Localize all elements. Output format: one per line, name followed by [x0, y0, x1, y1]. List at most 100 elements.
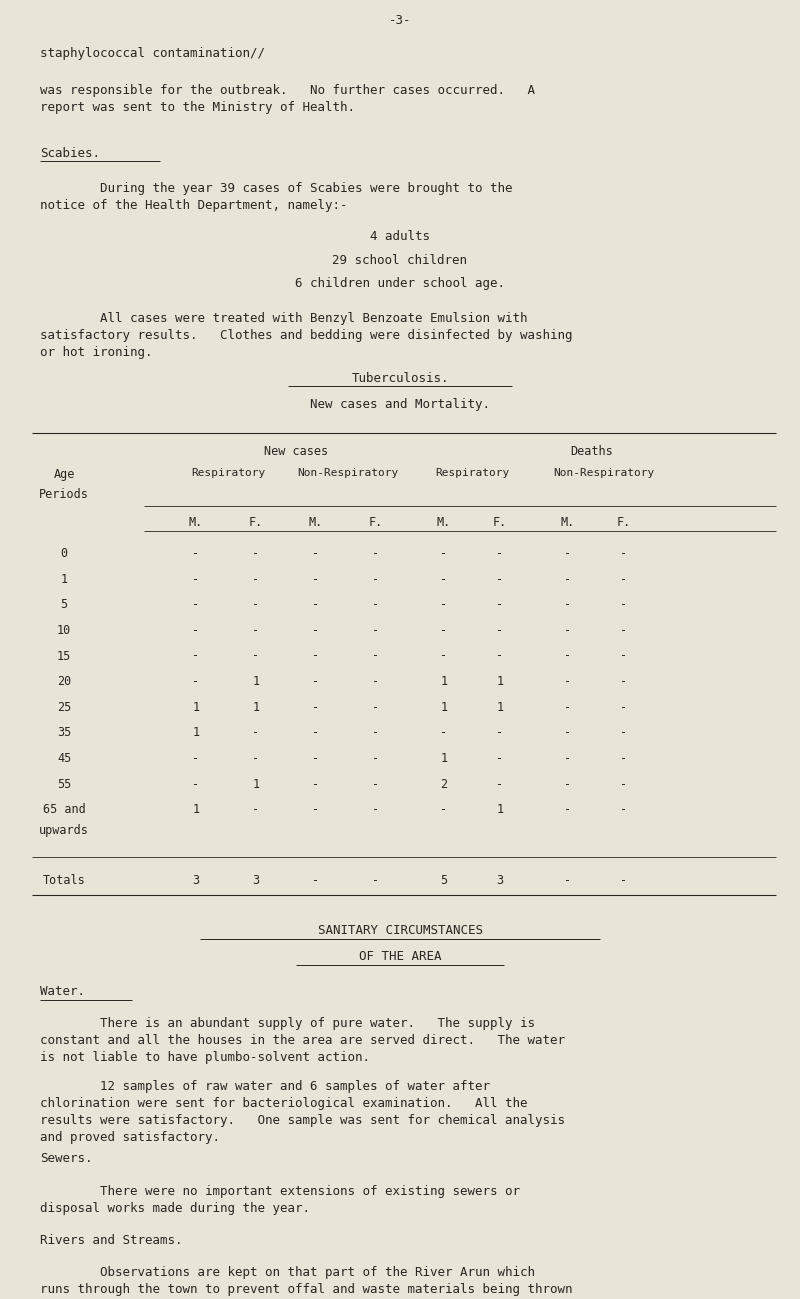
Text: -: - [193, 547, 199, 560]
Text: -: - [621, 599, 627, 612]
Text: -: - [441, 803, 447, 816]
Text: -: - [313, 778, 319, 791]
Text: Totals: Totals [42, 874, 86, 887]
Text: -: - [497, 599, 503, 612]
Text: 2: 2 [441, 778, 447, 791]
Text: 1: 1 [253, 700, 259, 713]
Text: 1: 1 [497, 675, 503, 688]
Text: -: - [313, 624, 319, 637]
Text: 6 children under school age.: 6 children under school age. [295, 277, 505, 290]
Text: 1: 1 [253, 675, 259, 688]
Text: F.: F. [249, 516, 263, 529]
Text: F.: F. [369, 516, 383, 529]
Text: -: - [193, 778, 199, 791]
Text: -: - [313, 752, 319, 765]
Text: There is an abundant supply of pure water.   The supply is
constant and all the : There is an abundant supply of pure wate… [40, 1017, 565, 1064]
Text: -: - [441, 650, 447, 662]
Text: 1: 1 [193, 700, 199, 713]
Text: -: - [497, 650, 503, 662]
Text: -: - [373, 650, 379, 662]
Text: F.: F. [617, 516, 631, 529]
Text: -: - [565, 778, 571, 791]
Text: 1: 1 [193, 726, 199, 739]
Text: New cases and Mortality.: New cases and Mortality. [310, 397, 490, 410]
Text: -: - [253, 726, 259, 739]
Text: -: - [253, 573, 259, 586]
Text: Age: Age [54, 468, 74, 481]
Text: -: - [565, 547, 571, 560]
Text: Observations are kept on that part of the River Arun which
runs through the town: Observations are kept on that part of th… [40, 1267, 573, 1299]
Text: -: - [565, 752, 571, 765]
Text: Non-Respiratory: Non-Respiratory [554, 468, 654, 478]
Text: -: - [621, 874, 627, 887]
Text: -: - [621, 752, 627, 765]
Text: M.: M. [561, 516, 575, 529]
Text: 1: 1 [441, 752, 447, 765]
Text: -: - [565, 700, 571, 713]
Text: Water.: Water. [40, 985, 85, 998]
Text: 1: 1 [193, 803, 199, 816]
Text: 12 samples of raw water and 6 samples of water after
chlorination were sent for : 12 samples of raw water and 6 samples of… [40, 1081, 565, 1144]
Text: -: - [313, 547, 319, 560]
Text: -: - [497, 726, 503, 739]
Text: -: - [193, 650, 199, 662]
Text: F.: F. [493, 516, 507, 529]
Text: -: - [313, 650, 319, 662]
Text: -: - [565, 624, 571, 637]
Text: 5: 5 [61, 599, 67, 612]
Text: -: - [373, 803, 379, 816]
Text: -: - [441, 599, 447, 612]
Text: -: - [253, 599, 259, 612]
Text: -: - [565, 675, 571, 688]
Text: Respiratory: Respiratory [191, 468, 265, 478]
Text: 3: 3 [253, 874, 259, 887]
Text: -: - [313, 700, 319, 713]
Text: -: - [373, 874, 379, 887]
Text: -: - [193, 675, 199, 688]
Text: Rivers and Streams.: Rivers and Streams. [40, 1234, 182, 1247]
Text: Respiratory: Respiratory [435, 468, 509, 478]
Text: New cases: New cases [264, 444, 328, 457]
Text: -: - [253, 650, 259, 662]
Text: -: - [497, 547, 503, 560]
Text: -: - [565, 650, 571, 662]
Text: -: - [313, 599, 319, 612]
Text: -: - [497, 573, 503, 586]
Text: 1: 1 [441, 675, 447, 688]
Text: -: - [373, 726, 379, 739]
Text: -: - [441, 726, 447, 739]
Text: 25: 25 [57, 700, 71, 713]
Text: All cases were treated with Benzyl Benzoate Emulsion with
satisfactory results. : All cases were treated with Benzyl Benzo… [40, 312, 573, 359]
Text: -: - [621, 650, 627, 662]
Text: OF THE AREA: OF THE AREA [358, 950, 442, 963]
Text: -: - [621, 726, 627, 739]
Text: -: - [621, 624, 627, 637]
Text: -: - [313, 726, 319, 739]
Text: -: - [373, 778, 379, 791]
Text: -: - [441, 547, 447, 560]
Text: Non-Respiratory: Non-Respiratory [298, 468, 398, 478]
Text: 3: 3 [497, 874, 503, 887]
Text: -: - [441, 573, 447, 586]
Text: -: - [253, 547, 259, 560]
Text: Periods: Periods [39, 487, 89, 500]
Text: Sewers.: Sewers. [40, 1152, 93, 1165]
Text: -: - [373, 573, 379, 586]
Text: -3-: -3- [389, 14, 411, 27]
Text: Scabies.: Scabies. [40, 147, 100, 160]
Text: -: - [621, 547, 627, 560]
Text: 0: 0 [61, 547, 67, 560]
Text: -: - [621, 675, 627, 688]
Text: -: - [253, 624, 259, 637]
Text: -: - [313, 874, 319, 887]
Text: 55: 55 [57, 778, 71, 791]
Text: 10: 10 [57, 624, 71, 637]
Text: -: - [621, 778, 627, 791]
Text: -: - [373, 675, 379, 688]
Text: 1: 1 [441, 700, 447, 713]
Text: -: - [253, 752, 259, 765]
Text: was responsible for the outbreak.   No further cases occurred.   A
report was se: was responsible for the outbreak. No fur… [40, 84, 535, 114]
Text: -: - [373, 624, 379, 637]
Text: Tuberculosis.: Tuberculosis. [351, 373, 449, 386]
Text: upwards: upwards [39, 824, 89, 837]
